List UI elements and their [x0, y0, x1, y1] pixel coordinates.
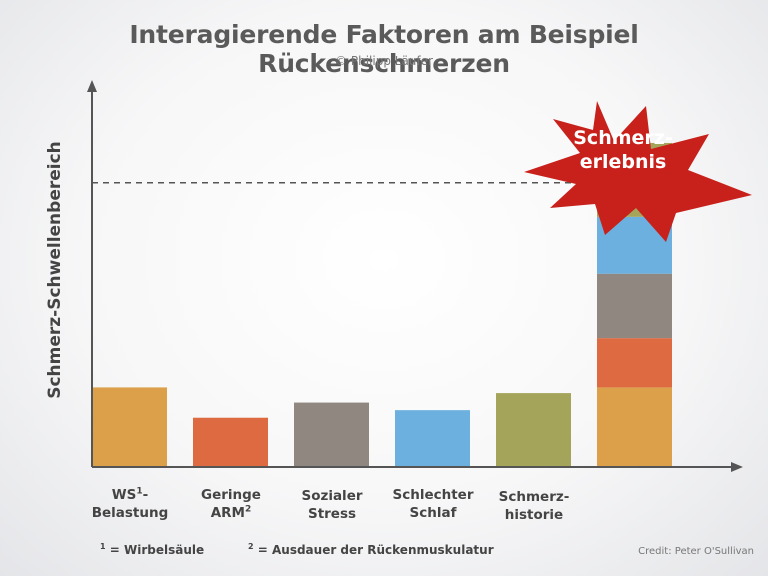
cat-text: Schmerz- — [498, 489, 570, 505]
chart-title: Interagierende Faktoren am Beispiel Rück… — [129, 20, 639, 78]
category-label-schlechter-schlaf: Schlechter Schlaf — [378, 486, 488, 522]
cat-text: Sozialer — [301, 488, 363, 504]
category-label-ws-belastung: WS1- Belastung — [75, 486, 185, 522]
pain-experience-label: Schmerz- erlebnis — [548, 126, 698, 174]
category-label-schmerz-historie: Schmerz- historie — [479, 488, 589, 524]
footnote-2: 2 = Ausdauer der Rückenmuskulatur — [248, 542, 494, 557]
cat-text: historie — [504, 507, 564, 523]
cat-text: Stress — [307, 506, 357, 522]
y-axis-arrow — [87, 80, 97, 92]
bars-group — [92, 142, 672, 467]
cat-text: Geringe — [201, 487, 261, 503]
cat-superscript: 1 — [136, 486, 143, 497]
category-label-geringe-arm: Geringe ARM2 — [176, 486, 286, 522]
bar-4 — [496, 393, 571, 467]
footnote-mark: 1 — [100, 542, 106, 551]
bar-2 — [294, 402, 369, 467]
cat-text: Belastung — [91, 505, 169, 521]
cat-superscript: 2 — [245, 504, 252, 515]
burst-line1: Schmerz- — [573, 127, 673, 149]
credit-note: Credit: Peter O'Sullivan — [638, 546, 754, 557]
cat-text-after: - — [142, 487, 149, 503]
footnote-1: 1 = Wirbelsäule — [100, 542, 204, 557]
footnote-text: = Ausdauer der Rückenmuskulatur — [253, 543, 494, 557]
cat-text: ARM — [210, 505, 245, 521]
cat-text: WS — [111, 487, 137, 503]
stacked-segment-2 — [597, 273, 672, 339]
cat-text: Schlaf — [409, 505, 457, 521]
footnote-text: = Wirbelsäule — [105, 543, 205, 557]
category-label-sozialer-stress: Sozialer Stress — [277, 487, 387, 523]
burst-line2: erlebnis — [579, 151, 667, 173]
cat-text: Schlechter — [392, 487, 474, 503]
footnote-mark: 2 — [248, 542, 254, 551]
x-axis-arrow — [731, 462, 743, 472]
stacked-segment-0 — [597, 387, 672, 467]
bar-1 — [193, 417, 268, 467]
stacked-segment-1 — [597, 338, 672, 388]
bar-3 — [395, 410, 470, 467]
starburst — [524, 101, 752, 242]
bar-0 — [92, 387, 167, 467]
copyright-note: © Philipp Läufer — [335, 54, 433, 68]
